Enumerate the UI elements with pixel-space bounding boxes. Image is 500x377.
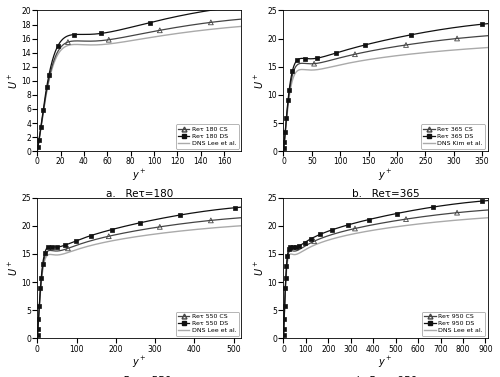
Point: [286, 244, 294, 250]
Point: [282, 275, 290, 281]
Point: [288, 68, 296, 74]
Point: [351, 51, 359, 57]
Y-axis label: $U^+$: $U^+$: [253, 73, 266, 89]
Point: [301, 55, 309, 61]
Point: [280, 316, 288, 322]
Point: [34, 326, 42, 332]
Point: [284, 246, 292, 252]
Point: [478, 21, 486, 27]
Point: [176, 212, 184, 218]
Point: [280, 303, 288, 309]
Point: [453, 210, 461, 216]
Point: [207, 218, 215, 224]
Point: [282, 285, 290, 291]
Point: [34, 144, 42, 150]
Point: [232, 205, 239, 211]
Point: [313, 55, 321, 61]
Point: [296, 243, 304, 249]
Point: [402, 216, 410, 222]
Point: [308, 236, 316, 242]
Point: [282, 263, 290, 269]
Legend: Reτ 365 CS, Reτ 365 DS, DNS Kim et al.: Reτ 365 CS, Reτ 365 DS, DNS Kim et al.: [421, 124, 485, 149]
Point: [35, 136, 43, 143]
Text: b.   Reτ=365: b. Reτ=365: [352, 189, 420, 199]
Point: [64, 39, 72, 45]
Point: [361, 42, 369, 48]
Point: [288, 244, 296, 250]
Legend: Reτ 950 CS, Reτ 950 DS, DNS Lee et al.: Reτ 950 CS, Reτ 950 DS, DNS Lee et al.: [422, 311, 485, 336]
Point: [34, 332, 42, 338]
Point: [280, 326, 288, 332]
Point: [72, 238, 80, 244]
Point: [37, 124, 45, 130]
Point: [105, 233, 113, 239]
X-axis label: $y^+$: $y^+$: [132, 168, 146, 183]
Point: [108, 227, 116, 233]
Point: [54, 43, 62, 49]
Point: [392, 210, 400, 216]
X-axis label: $y^+$: $y^+$: [132, 355, 146, 370]
Point: [365, 216, 373, 222]
Legend: Reτ 180 CS, Reτ 180 DS, DNS Lee et al.: Reτ 180 CS, Reτ 180 DS, DNS Lee et al.: [176, 124, 239, 149]
Y-axis label: $U^+$: $U^+$: [7, 73, 20, 89]
Point: [54, 244, 62, 250]
X-axis label: $y^+$: $y^+$: [378, 168, 393, 183]
Point: [97, 31, 105, 37]
Text: c.  Reτ=550: c. Reτ=550: [108, 376, 171, 377]
Point: [282, 115, 290, 121]
Point: [146, 20, 154, 26]
Point: [41, 250, 49, 256]
Point: [344, 222, 352, 228]
Point: [36, 285, 44, 291]
Point: [39, 107, 47, 113]
Point: [280, 333, 287, 339]
Text: a.   Reτ=180: a. Reτ=180: [106, 189, 173, 199]
Point: [87, 233, 95, 239]
Point: [42, 84, 50, 90]
Point: [351, 225, 359, 231]
Y-axis label: $U^+$: $U^+$: [253, 260, 266, 276]
Point: [34, 316, 42, 322]
Text: d.  Reτ=950: d. Reτ=950: [354, 376, 418, 377]
Point: [61, 242, 69, 248]
Point: [292, 244, 300, 250]
Point: [285, 87, 293, 93]
Legend: Reτ 550 CS, Reτ 550 DS, DNS Lee et al.: Reτ 550 CS, Reτ 550 DS, DNS Lee et al.: [176, 311, 239, 336]
Point: [294, 57, 302, 63]
Point: [429, 204, 437, 210]
Point: [281, 129, 289, 135]
Point: [232, 4, 239, 10]
Point: [453, 35, 461, 41]
Point: [156, 224, 164, 230]
Point: [39, 261, 47, 267]
Point: [478, 198, 486, 204]
Point: [328, 227, 336, 233]
Point: [406, 32, 414, 38]
Point: [105, 37, 113, 43]
Point: [156, 27, 164, 33]
Point: [207, 19, 215, 25]
Point: [45, 72, 53, 78]
Point: [280, 139, 288, 145]
Point: [284, 97, 292, 103]
Point: [44, 244, 52, 250]
Point: [280, 145, 288, 151]
Y-axis label: $U^+$: $U^+$: [7, 260, 20, 276]
Point: [64, 245, 72, 251]
Point: [310, 238, 318, 244]
Point: [36, 303, 44, 309]
Point: [332, 50, 340, 56]
Point: [310, 61, 318, 67]
Point: [136, 220, 144, 226]
Point: [402, 42, 410, 48]
X-axis label: $y^+$: $y^+$: [378, 355, 393, 370]
Point: [300, 239, 308, 245]
Point: [284, 253, 292, 259]
Point: [316, 231, 324, 237]
Point: [37, 275, 45, 281]
Point: [70, 32, 78, 38]
Point: [48, 244, 56, 250]
